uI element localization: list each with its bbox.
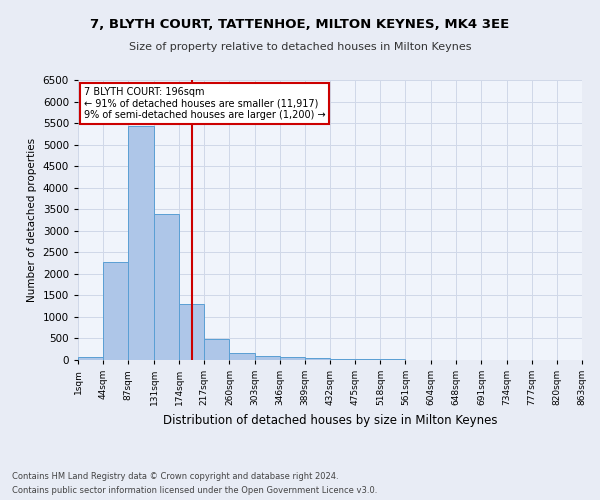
Bar	[229, 353, 254, 360]
Bar	[330, 358, 355, 360]
Text: Size of property relative to detached houses in Milton Keynes: Size of property relative to detached ho…	[129, 42, 471, 52]
X-axis label: Distribution of detached houses by size in Milton Keynes: Distribution of detached houses by size …	[163, 414, 497, 426]
Bar	[179, 304, 204, 360]
Bar	[355, 359, 380, 360]
Bar	[154, 214, 179, 360]
Bar	[128, 126, 154, 360]
Y-axis label: Number of detached properties: Number of detached properties	[27, 138, 37, 302]
Text: Contains HM Land Registry data © Crown copyright and database right 2024.: Contains HM Land Registry data © Crown c…	[12, 472, 338, 481]
Text: 7, BLYTH COURT, TATTENHOE, MILTON KEYNES, MK4 3EE: 7, BLYTH COURT, TATTENHOE, MILTON KEYNES…	[91, 18, 509, 30]
Bar	[305, 358, 330, 360]
Bar	[103, 262, 128, 360]
Bar	[254, 356, 280, 360]
Text: 7 BLYTH COURT: 196sqm
← 91% of detached houses are smaller (11,917)
9% of semi-d: 7 BLYTH COURT: 196sqm ← 91% of detached …	[84, 87, 325, 120]
Text: Contains public sector information licensed under the Open Government Licence v3: Contains public sector information licen…	[12, 486, 377, 495]
Bar	[204, 340, 229, 360]
Bar	[78, 357, 103, 360]
Bar	[280, 357, 305, 360]
